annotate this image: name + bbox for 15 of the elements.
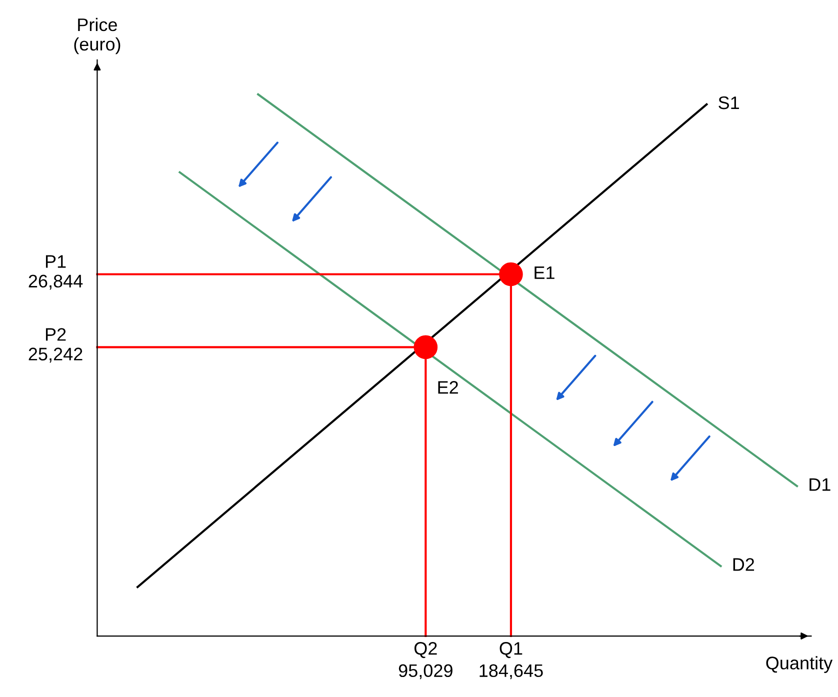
y-tick-label: 26,844 — [28, 274, 83, 290]
annotation: Q1 — [500, 642, 522, 658]
annotation: P2 — [46, 328, 66, 341]
series-label: D2 — [733, 558, 754, 571]
x-axis-title: Quantity — [766, 656, 833, 674]
x-tick-label: 95,029 — [398, 664, 452, 680]
annotation: E2 — [438, 381, 458, 394]
annotation: Q2 — [414, 642, 437, 658]
series-label: S1 — [718, 96, 739, 110]
y-axis-title: Price (euro) — [74, 18, 120, 54]
annotation: E1 — [534, 266, 554, 279]
y-tick-label: 25,242 — [28, 348, 82, 363]
series-label: D1 — [810, 478, 830, 491]
x-tick-label: 184,645 — [480, 664, 543, 680]
annotation: P1 — [46, 255, 66, 268]
